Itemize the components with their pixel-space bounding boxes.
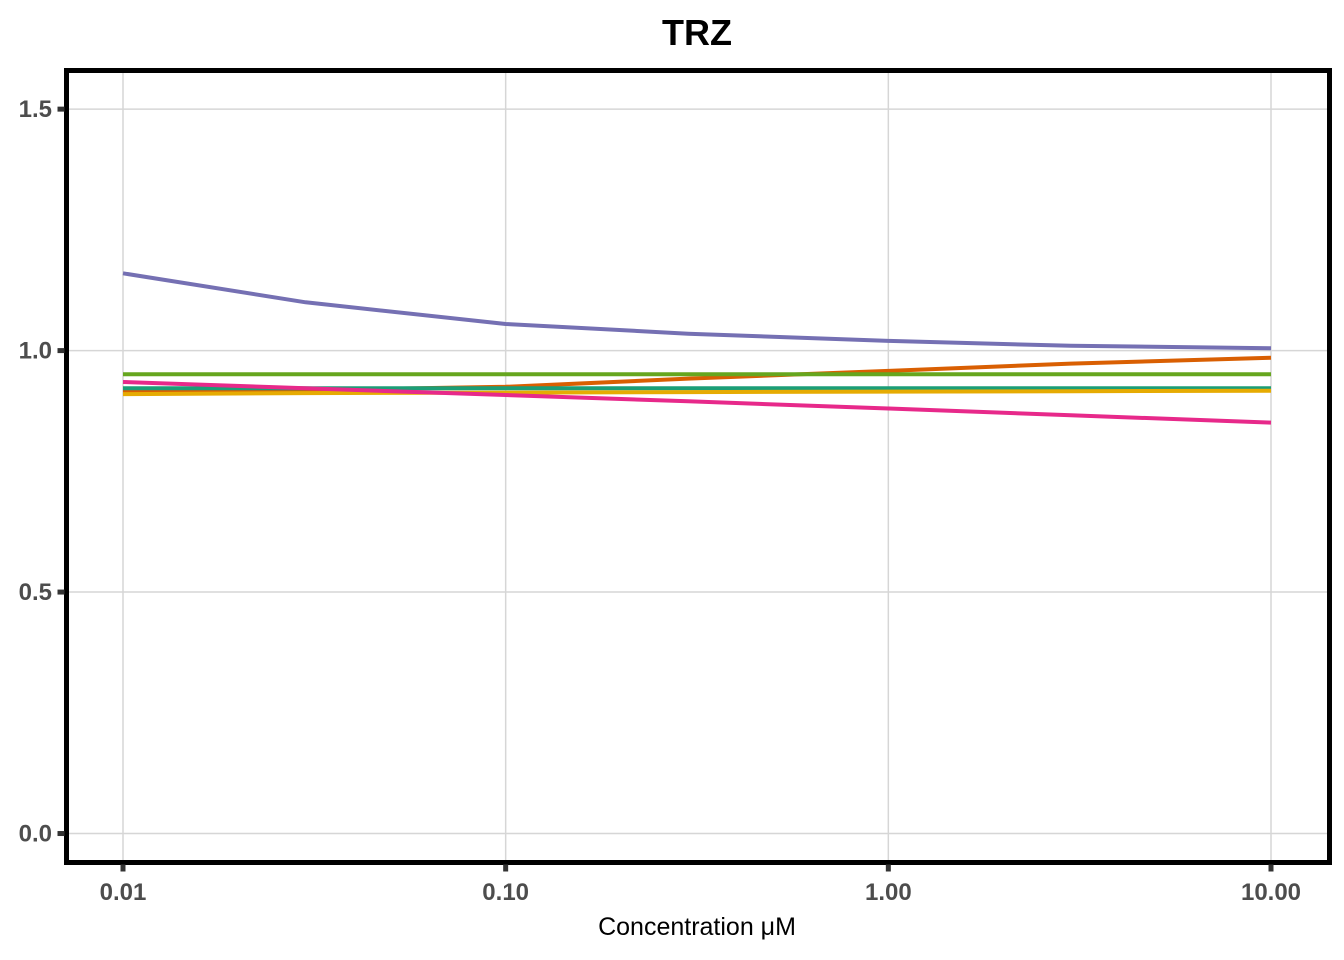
y-tick-label: 1.0 <box>19 338 52 365</box>
y-tick-label: 0.0 <box>19 821 52 848</box>
plot-frame <box>64 68 1332 865</box>
axis-ticks: 0.01 0.10 1.00 10.00 0.0 0.5 1.0 1.5 <box>19 96 1301 906</box>
x-tick-label: 1.00 <box>865 879 912 906</box>
x-tick-label: 10.00 <box>1241 879 1301 906</box>
gridlines <box>66 70 1330 863</box>
x-axis-label: Concentration μM <box>598 913 796 941</box>
chart-title: TRZ <box>662 12 732 53</box>
series-line-6 <box>122 380 1272 425</box>
y-tick-label: 1.5 <box>19 96 52 123</box>
x-tick-label: 0.10 <box>482 879 529 906</box>
series-line-1 <box>122 271 1272 351</box>
series-line-5 <box>122 388 1272 397</box>
y-tick-label: 0.5 <box>19 579 52 606</box>
x-tick-label: 0.01 <box>100 879 147 906</box>
series-lines <box>122 271 1272 425</box>
